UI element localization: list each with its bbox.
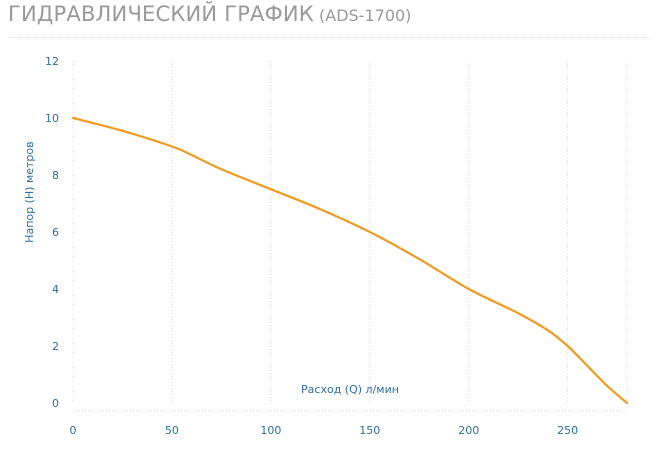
y-axis-label: Напор (H) метров [23,141,36,242]
header-divider [8,37,650,38]
y-tick-label: 6 [52,226,59,239]
y-tick-label: 8 [52,169,59,182]
x-axis-label: Расход (Q) л/мин [301,383,399,396]
y-tick-label: 0 [52,397,59,410]
chart-header: ГИДРАВЛИЧЕСКИЙ ГРАФИК (ADS-1700) [8,2,411,26]
y-tick-label: 2 [52,340,59,353]
y-tick-label: 12 [45,55,59,68]
x-tick-label: 150 [359,424,380,437]
x-tick-label: 250 [557,424,578,437]
chart-grid [72,61,628,403]
x-tick-label: 0 [70,424,77,437]
x-tick-label: 200 [458,424,479,437]
chart-ticks: 0 50 100 150 200 250 0 2 4 6 8 10 12 [45,55,578,437]
chart-title: ГИДРАВЛИЧЕСКИЙ ГРАФИК [8,2,314,26]
x-tick-label: 100 [260,424,281,437]
series-line [71,116,629,405]
chart-model: (ADS-1700) [319,6,412,25]
chart-axes [72,61,627,412]
y-tick-label: 4 [52,283,59,296]
x-tick-label: 50 [165,424,179,437]
y-tick-label: 10 [45,112,59,125]
